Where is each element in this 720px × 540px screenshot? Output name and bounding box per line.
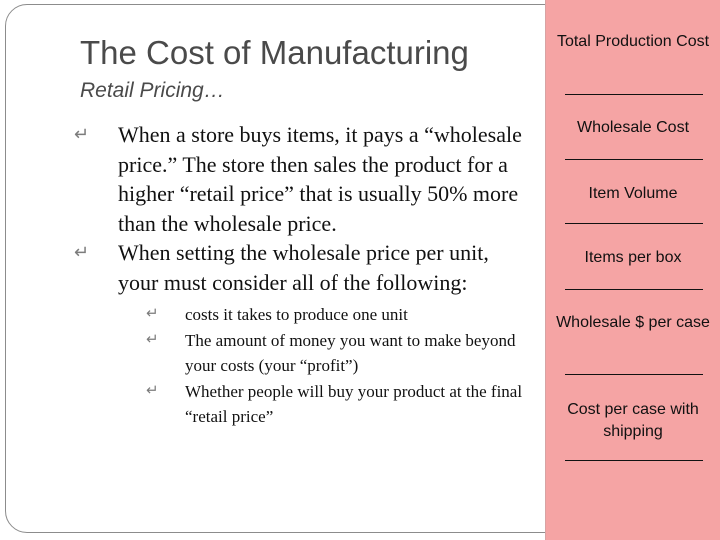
slide-title: The Cost of Manufacturing — [80, 34, 469, 71]
bullet-list: ↵ When a store buys items, it pays a “wh… — [74, 120, 530, 430]
sub-bullet-item: ↵ The amount of money you want to make b… — [146, 328, 530, 379]
curved-arrow-bullet-icon: ↵ — [146, 306, 159, 322]
curved-arrow-bullet-icon: ↵ — [74, 242, 90, 262]
sub-bullet-list: ↵ costs it takes to produce one unit ↵ T… — [118, 302, 530, 430]
cost-per-case-shipping-label: Cost per case with shipping — [567, 401, 699, 440]
bullet-text: When a store buys items, it pays a “whol… — [118, 122, 522, 236]
curved-arrow-bullet-icon: ↵ — [74, 124, 90, 144]
sub-bullet-text: The amount of money you want to make bey… — [185, 330, 516, 376]
slide-subtitle: Retail Pricing… — [80, 79, 225, 102]
bullet-item: ↵ When a store buys items, it pays a “wh… — [74, 120, 530, 238]
slide-frame — [5, 4, 597, 533]
curved-arrow-bullet-icon: ↵ — [146, 382, 159, 399]
cost-per-case-shipping-blank — [565, 460, 703, 461]
wholesale-cost-label: Wholesale Cost — [576, 119, 690, 136]
total-production-cost-blank — [565, 94, 703, 95]
item-volume-label: Item Volume — [588, 185, 678, 202]
sub-bullet-item: ↵ Whether people will buy your product a… — [146, 379, 530, 430]
total-production-cost-label: Total Production Cost — [556, 33, 710, 50]
sub-bullet-text: Whether people will buy your product at … — [185, 381, 523, 427]
items-per-box-label: Items per box — [584, 249, 682, 266]
bullet-item: ↵ When setting the wholesale price per u… — [74, 238, 530, 430]
curved-arrow-bullet-icon: ↵ — [146, 331, 159, 348]
items-per-box-blank — [565, 289, 703, 290]
bullet-text: When setting the wholesale price per uni… — [118, 240, 489, 295]
wholesale-cost-blank — [565, 159, 703, 160]
item-volume-blank — [565, 223, 703, 224]
wholesale-per-case-label: Wholesale $ per case — [556, 314, 710, 331]
sub-bullet-text: costs it takes to produce one unit — [185, 305, 408, 324]
sub-bullet-item: ↵ costs it takes to produce one unit — [146, 302, 530, 328]
cost-worksheet-panel: Total Production Cost Wholesale Cost Ite… — [545, 0, 720, 540]
wholesale-per-case-blank — [565, 374, 703, 375]
